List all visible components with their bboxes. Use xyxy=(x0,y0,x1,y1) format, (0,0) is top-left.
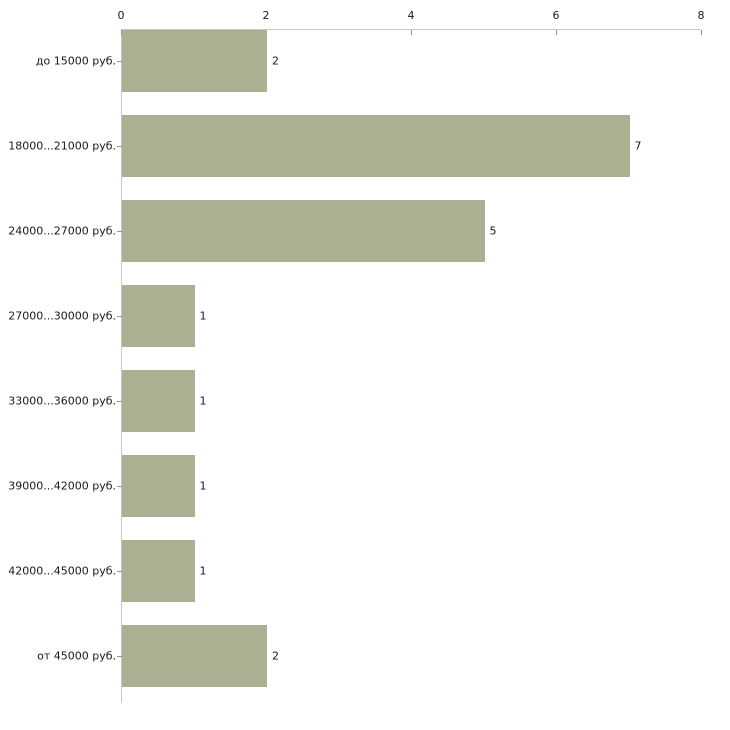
bar-value-label: 1 xyxy=(199,394,207,408)
bar[interactable] xyxy=(122,540,195,602)
y-axis-line xyxy=(121,29,122,703)
bar[interactable] xyxy=(122,285,195,347)
bar-value-label: 1 xyxy=(199,309,207,323)
bar[interactable] xyxy=(122,115,630,177)
bar-value-label: 2 xyxy=(272,649,279,663)
bar[interactable] xyxy=(122,455,195,517)
x-axis-tick xyxy=(411,30,412,35)
y-axis-category-label: 42000...45000 руб. xyxy=(8,564,116,578)
y-axis-category-label: от 45000 руб. xyxy=(37,649,116,663)
x-axis-tick-label: 0 xyxy=(117,9,125,22)
y-axis-category-label: 18000...21000 руб. xyxy=(8,139,116,153)
y-axis-tick xyxy=(117,316,122,317)
bar[interactable] xyxy=(122,625,267,687)
x-axis-tick xyxy=(121,30,122,35)
x-axis-tick xyxy=(556,30,557,35)
bar[interactable] xyxy=(122,370,195,432)
x-axis-tick-label: 2 xyxy=(262,9,270,22)
bar[interactable] xyxy=(122,30,267,92)
y-axis-tick xyxy=(117,146,122,147)
bar-value-label: 5 xyxy=(489,224,497,238)
bar-value-label: 7 xyxy=(634,139,642,153)
x-axis-tick xyxy=(701,30,702,35)
x-axis-tick-label: 6 xyxy=(552,9,560,22)
y-axis-category-label: 27000...30000 руб. xyxy=(8,309,116,323)
y-axis-tick xyxy=(117,401,122,402)
x-axis-tick-label: 4 xyxy=(407,9,415,22)
bar[interactable] xyxy=(122,200,485,262)
y-axis-tick xyxy=(117,486,122,487)
x-axis-tick-label: 8 xyxy=(697,9,705,22)
y-axis-tick xyxy=(117,61,122,62)
y-axis-category-label: 24000...27000 руб. xyxy=(8,224,116,238)
y-axis-tick xyxy=(117,571,122,572)
y-axis-tick xyxy=(117,656,122,657)
bar-value-label: 1 xyxy=(199,564,207,578)
x-axis-line xyxy=(121,29,701,30)
y-axis-category-label: 33000...36000 руб. xyxy=(8,394,116,408)
y-axis-category-label: 39000...42000 руб. xyxy=(8,479,116,493)
y-axis-tick xyxy=(117,231,122,232)
bar-value-label: 2 xyxy=(272,54,279,68)
bar-value-label: 1 xyxy=(199,479,207,493)
y-axis-category-label: до 15000 руб. xyxy=(35,54,116,68)
